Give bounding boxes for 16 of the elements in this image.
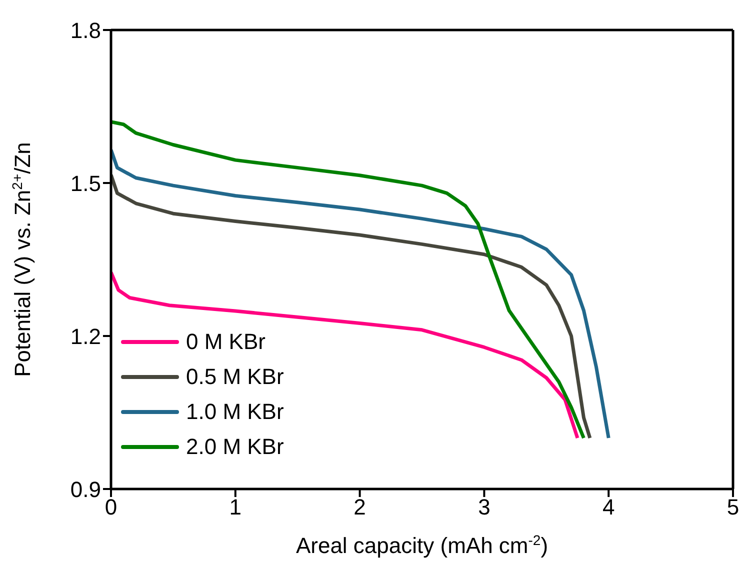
x-axis-title: Areal capacity (mAh cm$^{-2}$)	[296, 532, 548, 558]
legend-label: 0 M KBr	[186, 328, 266, 354]
y-tick-label: 1.5	[70, 170, 101, 196]
x-tick-label: 2	[354, 494, 366, 520]
y-tick-label: 0.9	[70, 476, 101, 502]
legend-label: 0.5 M KBr	[186, 364, 284, 390]
line-series	[111, 270, 580, 440]
y-tick-label: 1.2	[70, 324, 101, 349]
legend-label: 2.0 M KBr	[186, 434, 284, 460]
y-tick-label: 1.8	[70, 18, 101, 43]
x-tick-label: 3	[478, 494, 490, 520]
x-tick-label: 5	[726, 494, 740, 520]
legend-label: 1.0 M KBr	[186, 398, 284, 424]
x-tick-label: 1	[229, 494, 242, 520]
x-tick-label: 4	[602, 494, 615, 520]
x-tick-label: 0	[104, 494, 118, 520]
